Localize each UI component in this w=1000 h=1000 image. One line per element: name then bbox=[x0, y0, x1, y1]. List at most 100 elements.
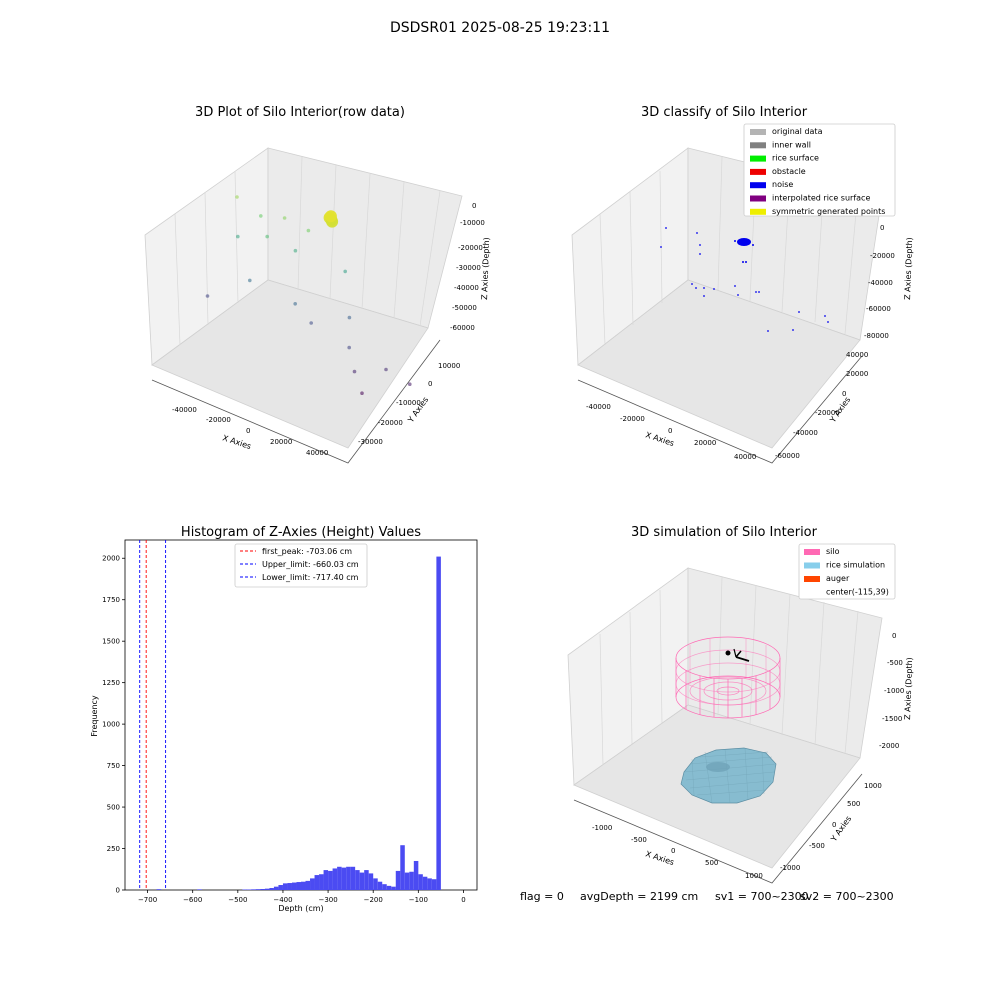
data-point bbox=[343, 269, 348, 274]
histogram-bar bbox=[301, 881, 306, 890]
histogram-bar bbox=[255, 889, 261, 890]
panel-3d-simulation: 3D simulation of Silo Interior bbox=[567, 525, 914, 884]
legend-entries: original data inner wall rice surface obsta… bbox=[750, 127, 885, 216]
legend-swatch bbox=[804, 562, 820, 569]
x-tick: -40000 bbox=[586, 403, 611, 411]
y-tick: -40000 bbox=[793, 429, 818, 437]
legend-swatch bbox=[750, 208, 766, 215]
z-tick: -60000 bbox=[450, 324, 475, 332]
x-tick-label: −400 bbox=[273, 896, 292, 904]
data-point bbox=[259, 214, 263, 218]
histogram-bar bbox=[197, 889, 202, 890]
y-tick: 500 bbox=[847, 800, 860, 808]
histogram-bar bbox=[242, 889, 247, 890]
y-tick: 0 bbox=[842, 390, 846, 398]
legend-label: auger bbox=[826, 574, 850, 583]
grid-lines bbox=[174, 156, 441, 346]
x-ticks: −700 −600 −500 −400 −300 −200 −100 0 bbox=[138, 890, 466, 904]
histogram-bar bbox=[400, 845, 405, 890]
histogram-bar bbox=[337, 866, 342, 890]
histogram-bar bbox=[427, 878, 432, 890]
y-tick-label: 1500 bbox=[102, 638, 120, 646]
histogram-bar bbox=[251, 889, 256, 890]
z-axis-label: Z Axies (Depth) bbox=[903, 237, 914, 300]
x-tick: -40000 bbox=[172, 406, 197, 414]
legend-label: inner wall bbox=[772, 140, 811, 149]
x-tick: -1000 bbox=[592, 824, 612, 832]
legend-label: rice simulation bbox=[826, 561, 885, 570]
data-point bbox=[205, 294, 210, 298]
data-point bbox=[235, 195, 239, 199]
plot-area bbox=[124, 539, 478, 891]
histogram-bar bbox=[431, 879, 437, 890]
legend-label: Lower_limit: -717.40 cm bbox=[262, 573, 359, 582]
axis-lines bbox=[573, 773, 863, 884]
x-tick: -500 bbox=[631, 836, 647, 844]
z-tick: -30000 bbox=[456, 264, 481, 272]
y-axis-label: Frequency bbox=[90, 695, 99, 737]
z-axis-label: Z Axies (Depth) bbox=[480, 237, 491, 300]
histogram-bar bbox=[386, 885, 392, 890]
legend-box bbox=[798, 543, 896, 600]
silo-wireframe bbox=[675, 636, 781, 719]
x-tick-label: −600 bbox=[183, 896, 202, 904]
data-point bbox=[293, 302, 298, 306]
histogram-bar bbox=[314, 875, 320, 890]
data-point bbox=[248, 278, 252, 283]
x-tick-label: −500 bbox=[228, 896, 247, 904]
x-tick-labels: -40000 -20000 0 20000 40000 bbox=[586, 403, 756, 461]
x-tick-label: −200 bbox=[364, 896, 383, 904]
y-tick: 0 bbox=[428, 380, 432, 388]
z-tick: -50000 bbox=[452, 304, 477, 312]
histogram-bar bbox=[264, 888, 270, 890]
histogram-bars bbox=[156, 556, 441, 890]
x-tick: 0 bbox=[246, 427, 250, 435]
histogram-bar bbox=[287, 883, 292, 890]
legend-label: obstacle bbox=[772, 167, 806, 176]
x-tick-label: −300 bbox=[318, 896, 337, 904]
histogram-bar bbox=[305, 880, 311, 890]
histogram-bar bbox=[341, 867, 347, 890]
z-tick-labels: 0 -500 -1000 -1500 -2000 bbox=[879, 632, 904, 750]
legend-swatch bbox=[750, 155, 766, 162]
y-tick: 0 bbox=[832, 821, 836, 829]
legend-swatch bbox=[804, 549, 820, 555]
sv1-text: sv1 = 700~2300 bbox=[715, 890, 809, 903]
data-point bbox=[293, 248, 298, 253]
y-tick-label: 1000 bbox=[102, 721, 120, 729]
y-tick-label: 0 bbox=[116, 887, 120, 895]
histogram-bar bbox=[368, 873, 374, 890]
histogram-bar bbox=[323, 870, 329, 890]
y-tick-labels: -1000 -500 0 500 1000 bbox=[780, 782, 882, 872]
histogram-bar bbox=[328, 870, 333, 890]
panel-histogram: Histogram of Z-Axies (Height) Values −70… bbox=[90, 525, 478, 913]
y-tick: -10000 bbox=[396, 399, 421, 407]
histogram-bar bbox=[291, 882, 297, 890]
legend-label: original data bbox=[772, 127, 823, 136]
panel-title: 3D simulation of Silo Interior bbox=[631, 525, 818, 540]
z-tick: 0 bbox=[472, 202, 476, 210]
histogram-bar bbox=[278, 885, 283, 890]
legend-label: center(-115,39) bbox=[826, 588, 889, 597]
data-point bbox=[408, 382, 412, 387]
y-tick: 1000 bbox=[864, 782, 882, 790]
histogram-bar bbox=[382, 884, 387, 890]
y-tick: 10000 bbox=[438, 362, 460, 370]
histogram-bar bbox=[282, 883, 288, 890]
floor-pane bbox=[151, 279, 429, 449]
z-tick: -80000 bbox=[864, 332, 889, 340]
legend-box bbox=[234, 543, 368, 588]
axis-lines bbox=[577, 355, 863, 464]
histogram-bar bbox=[377, 881, 383, 890]
data-point bbox=[236, 234, 240, 239]
y-tick: 20000 bbox=[846, 370, 868, 378]
y-tick-label: 2000 bbox=[102, 555, 120, 563]
z-tick: -60000 bbox=[866, 305, 891, 313]
legend-entries: silo rice simulation auger center(-115,39) bbox=[804, 547, 889, 597]
y-tick-labels: -30000 -20000 -10000 0 10000 bbox=[358, 362, 460, 446]
y-axis-label: Y Axies bbox=[829, 814, 854, 844]
y-tick: -1000 bbox=[780, 864, 800, 872]
z-tick: -20000 bbox=[870, 252, 895, 260]
x-axis-label: Depth (cm) bbox=[278, 904, 323, 913]
panel-title: 3D classify of Silo Interior bbox=[641, 105, 808, 120]
